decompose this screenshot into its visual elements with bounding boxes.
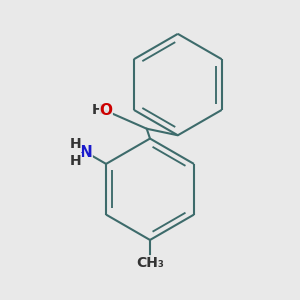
- Text: H: H: [92, 103, 103, 117]
- Text: H: H: [70, 154, 82, 168]
- Text: CH₃: CH₃: [136, 256, 164, 270]
- Text: N: N: [80, 145, 93, 160]
- Text: H: H: [70, 137, 82, 151]
- Text: O: O: [99, 103, 112, 118]
